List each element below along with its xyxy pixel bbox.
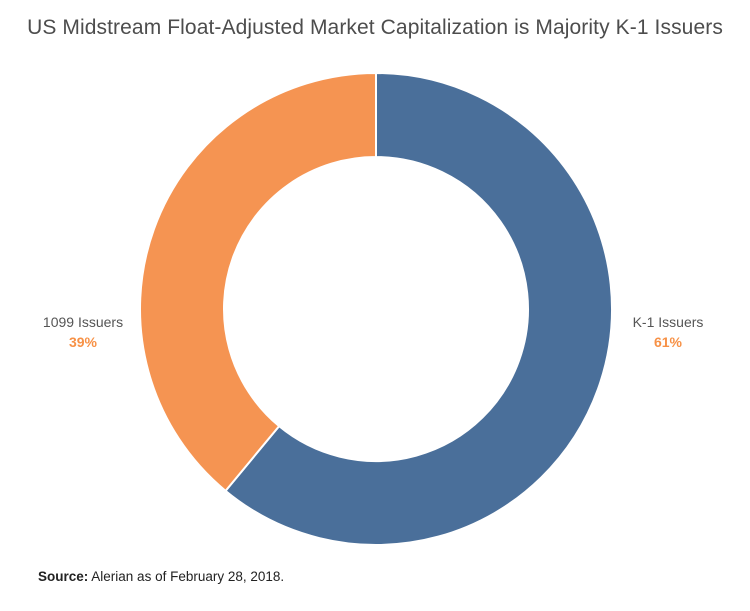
slice-label-percent: 61% [653,334,683,350]
slice-label-percent: 39% [68,334,98,350]
source-note: Source: Alerian as of February 28, 2018. [38,569,284,584]
slice-label-k1-issuers: K-1 Issuers 61% [618,312,718,352]
slice-label-name: 1099 Issuers [42,314,124,330]
slice-label-name: K-1 Issuers [632,314,704,330]
chart-title: US Midstream Float-Adjusted Market Capit… [27,16,723,39]
source-text: Alerian as of February 28, 2018. [91,569,285,584]
donut-slice-1099-issuers [139,71,377,493]
source-label: Source: [38,569,89,584]
slice-label-1099-issuers: 1099 Issuers 39% [28,312,138,352]
donut-slice-k-1-issuers [224,71,613,546]
